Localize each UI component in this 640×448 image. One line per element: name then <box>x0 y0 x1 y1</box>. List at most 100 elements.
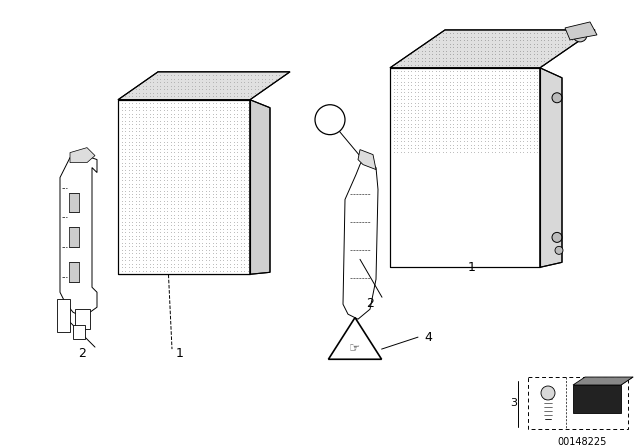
Point <box>158 173 168 180</box>
Point <box>183 204 193 211</box>
Point <box>127 257 137 264</box>
Point <box>207 229 218 236</box>
Point <box>420 54 430 61</box>
Point <box>162 229 172 236</box>
Point <box>441 103 451 110</box>
Point <box>172 169 182 177</box>
Point <box>158 218 168 225</box>
Point <box>145 75 155 82</box>
Point <box>479 61 490 69</box>
Point <box>162 99 172 107</box>
Point <box>141 110 151 117</box>
Point <box>574 30 584 37</box>
Point <box>152 208 162 215</box>
Point <box>483 130 493 138</box>
Point <box>403 92 413 99</box>
Point <box>424 116 434 124</box>
Point <box>155 229 165 236</box>
Point <box>455 78 465 86</box>
Point <box>430 37 440 44</box>
Point <box>239 103 249 110</box>
Point <box>127 243 137 250</box>
Point <box>158 260 168 267</box>
Point <box>124 142 134 149</box>
Point <box>193 110 204 117</box>
Point <box>190 166 200 173</box>
Point <box>152 117 162 124</box>
Point <box>385 141 395 148</box>
Point <box>500 78 511 86</box>
Point <box>211 169 221 177</box>
Point <box>236 159 246 166</box>
Point <box>424 47 434 55</box>
Point <box>518 99 528 106</box>
Point <box>221 264 232 271</box>
Point <box>444 54 454 61</box>
Point <box>218 201 228 208</box>
Point <box>532 71 542 78</box>
Point <box>152 173 162 180</box>
Point <box>155 187 165 194</box>
Point <box>518 58 528 65</box>
Point <box>532 103 542 110</box>
Point <box>493 116 504 124</box>
Point <box>444 78 454 86</box>
Point <box>155 99 165 107</box>
Point <box>434 89 444 96</box>
Point <box>236 239 246 246</box>
Point <box>522 54 532 61</box>
Point <box>455 89 465 96</box>
Point <box>131 124 141 131</box>
Point <box>200 166 211 173</box>
Point <box>406 103 416 110</box>
Point <box>138 198 148 205</box>
Point <box>211 159 221 166</box>
Point <box>556 30 566 37</box>
Point <box>455 145 465 152</box>
Point <box>458 141 468 148</box>
Point <box>116 208 127 215</box>
Point <box>406 61 416 69</box>
Point <box>239 236 249 243</box>
Point <box>430 51 440 58</box>
Point <box>567 33 577 40</box>
Point <box>218 187 228 194</box>
Point <box>155 177 165 184</box>
Point <box>549 47 559 55</box>
Point <box>399 110 409 117</box>
Point <box>179 169 189 177</box>
Point <box>120 233 130 240</box>
Polygon shape <box>390 30 595 68</box>
Point <box>190 138 200 145</box>
Point <box>204 233 214 240</box>
Point <box>228 86 239 93</box>
Point <box>200 72 211 79</box>
Point <box>497 33 507 40</box>
Point <box>214 110 225 117</box>
Point <box>490 85 500 92</box>
Point <box>214 218 225 225</box>
Point <box>193 208 204 215</box>
Point <box>392 75 402 82</box>
Point <box>448 96 458 103</box>
Point <box>403 89 413 96</box>
Point <box>525 75 535 82</box>
Point <box>131 86 141 93</box>
Point <box>451 141 461 148</box>
Point <box>511 106 521 113</box>
Point <box>542 44 552 51</box>
Point <box>211 138 221 145</box>
Point <box>214 201 225 208</box>
Point <box>236 145 246 152</box>
Point <box>134 201 144 208</box>
Point <box>221 131 232 138</box>
Point <box>486 40 497 47</box>
Point <box>176 229 186 236</box>
Point <box>225 142 235 149</box>
Point <box>145 99 155 107</box>
Point <box>120 173 130 180</box>
Point <box>169 166 179 173</box>
Point <box>500 33 511 40</box>
Point <box>158 264 168 271</box>
Point <box>120 264 130 271</box>
